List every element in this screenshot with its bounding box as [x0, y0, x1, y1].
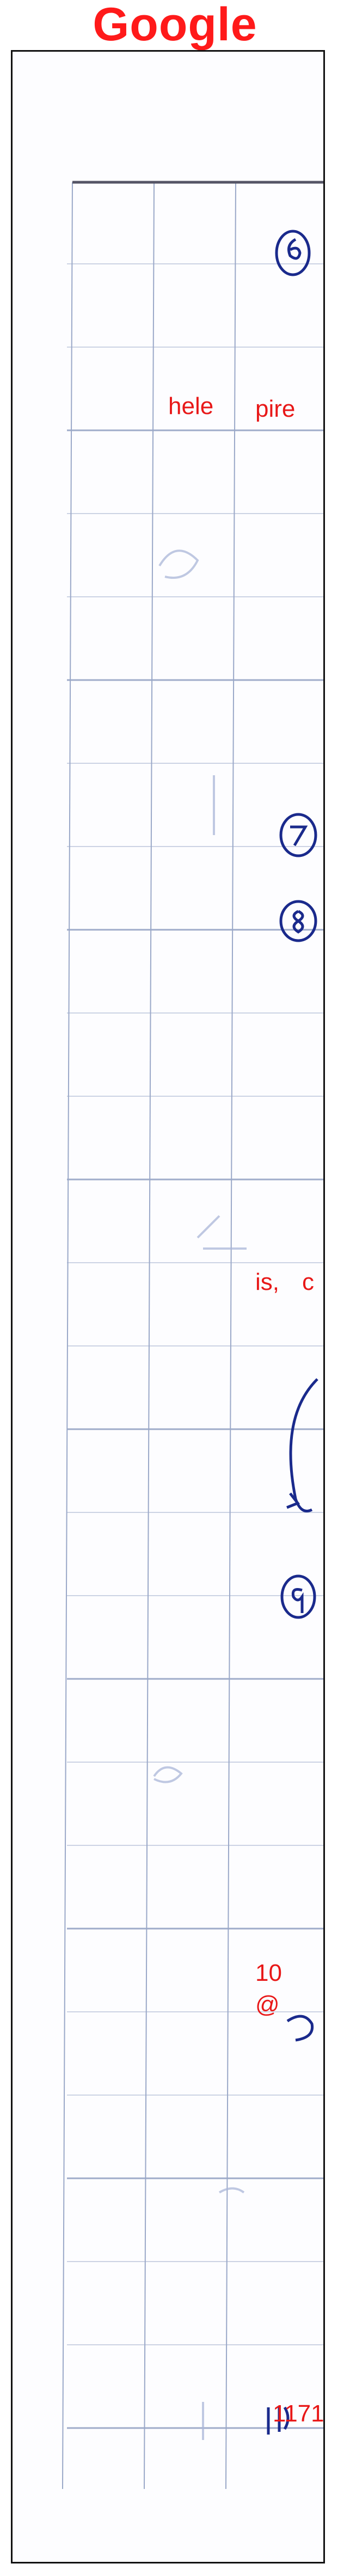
digit-7-stroke — [290, 825, 308, 847]
scribble-10 — [286, 2015, 314, 2042]
grid-column-line — [144, 182, 155, 2489]
circle-mark-8 — [279, 900, 317, 942]
digit-6-stroke — [287, 238, 302, 260]
digit-8-stroke — [292, 910, 304, 934]
smudge-4 — [153, 1766, 183, 1783]
ink-marks — [267, 230, 318, 2435]
scanned-document-page: hele pire is, c 10 @ 1171 — [11, 50, 325, 2563]
digit-9-stroke — [291, 1588, 304, 1613]
smudge-1 — [158, 549, 199, 579]
label-hele: hele — [168, 393, 214, 419]
grid-column-line — [62, 182, 73, 2489]
label-1171: 1171 — [273, 2400, 324, 2427]
google-brand-header: Google — [93, 0, 257, 51]
circle-mark-6 — [275, 230, 311, 276]
label-is: is, — [255, 1269, 279, 1295]
brace-curve — [289, 1378, 318, 1512]
grid-column-line — [225, 182, 236, 2489]
label-10: 10 — [255, 1960, 282, 1986]
smudge-3 — [197, 1215, 247, 1250]
circle-mark-9 — [280, 1574, 316, 1619]
scribble-1171 — [267, 2406, 290, 2435]
pencil-smudges — [153, 549, 247, 2440]
graph-paper-scan — [62, 181, 323, 2489]
graph-paper-grid — [62, 182, 323, 2489]
circle-mark-7 — [279, 813, 317, 857]
label-pire: pire — [255, 396, 296, 422]
label-at: @ — [255, 1991, 280, 2018]
smudge-5 — [218, 2187, 245, 2194]
arrow-head — [286, 1492, 300, 1509]
label-c: c — [302, 1269, 314, 1295]
